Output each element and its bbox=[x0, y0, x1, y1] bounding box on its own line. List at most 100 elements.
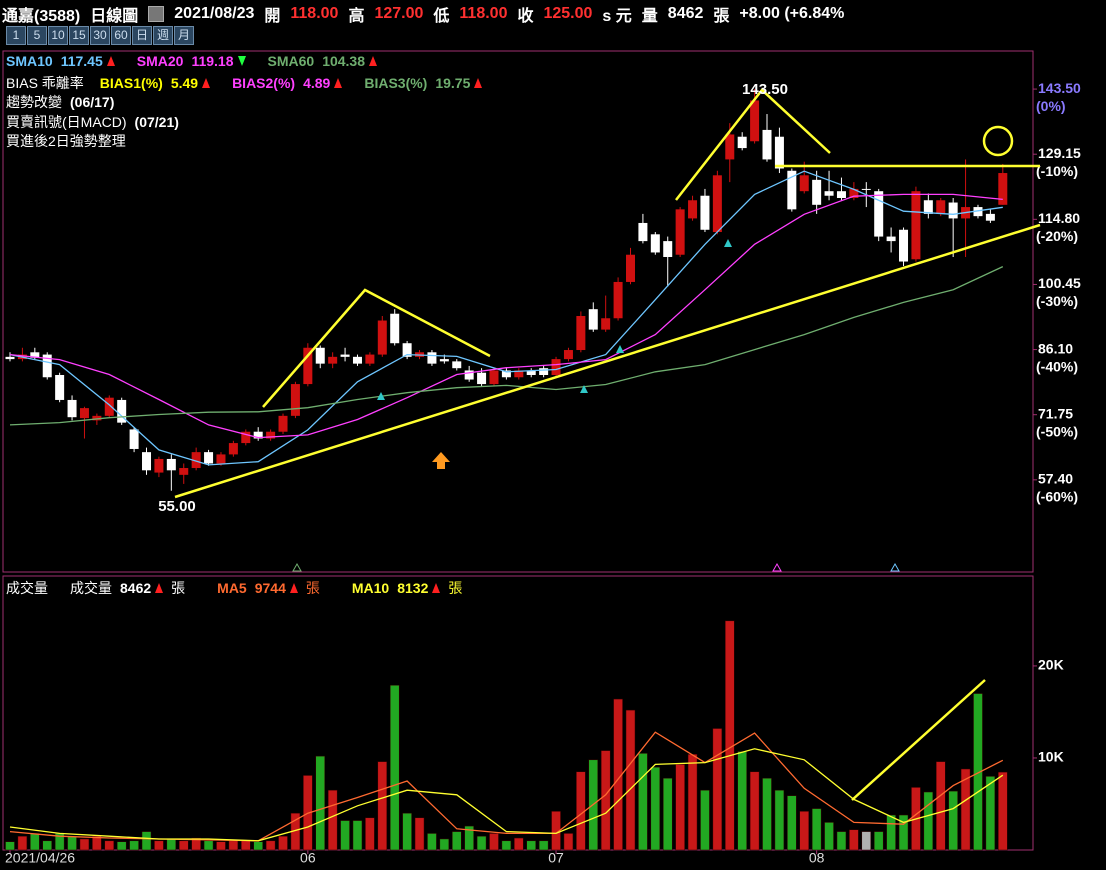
volume-bar bbox=[427, 833, 437, 851]
label: 開 bbox=[264, 8, 281, 25]
volume-bar bbox=[17, 835, 28, 851]
volume-bar bbox=[675, 764, 685, 851]
up-arrow bbox=[106, 56, 115, 66]
volume-bar bbox=[166, 838, 177, 851]
candle-body bbox=[241, 431, 251, 444]
candle-body bbox=[799, 175, 809, 192]
volume-bar bbox=[104, 840, 115, 851]
unit: 張 bbox=[713, 8, 730, 25]
up-arrow bbox=[289, 583, 298, 593]
candle-body bbox=[402, 343, 412, 357]
volume-bar bbox=[67, 835, 77, 851]
candle-body bbox=[390, 313, 400, 344]
candle-body bbox=[216, 454, 226, 464]
candle-body bbox=[663, 241, 673, 257]
value: 118.00 bbox=[290, 5, 339, 22]
bias-name: BIAS3(%) bbox=[364, 75, 428, 91]
candle-body bbox=[539, 368, 549, 375]
down-arrow bbox=[237, 56, 246, 66]
bias-value: 5.49 bbox=[170, 75, 199, 91]
volume-bar bbox=[985, 776, 996, 851]
header: 通嘉(3588) 日線圖 2021/08/23 開 118.00 高 127.00 … bbox=[2, 2, 844, 26]
unit: 張 bbox=[448, 580, 463, 596]
bottom-signals bbox=[292, 562, 900, 572]
note: 買進後2日強勢整理 bbox=[6, 132, 179, 152]
volume-bar bbox=[960, 768, 971, 851]
volume-bar bbox=[725, 620, 735, 851]
up-arrow bbox=[334, 78, 343, 88]
volume-bar bbox=[253, 841, 263, 851]
period-button[interactable]: 5 bbox=[27, 26, 47, 45]
dropdown[interactable] bbox=[148, 6, 165, 22]
ma-line bbox=[9, 731, 1004, 842]
volume-bar bbox=[389, 685, 400, 851]
period-button[interactable]: 日 bbox=[132, 26, 152, 45]
period-button[interactable]: 60 bbox=[111, 26, 131, 45]
ma-legend: SMA10 117.45 SMA20 119.18 SMA60 104.38 bbox=[6, 53, 378, 69]
volume-bar bbox=[191, 837, 201, 851]
period-button[interactable]: 月 bbox=[174, 26, 194, 45]
candle-body bbox=[601, 318, 611, 330]
note-text: (07/21) bbox=[134, 113, 179, 130]
price-panel bbox=[2, 50, 1034, 573]
volume-bar bbox=[402, 812, 412, 851]
volume-bar bbox=[203, 840, 214, 851]
candle-body bbox=[998, 173, 1008, 205]
value: 127.00 bbox=[374, 5, 424, 22]
candle-body bbox=[688, 200, 698, 219]
candle-body bbox=[489, 370, 499, 385]
candle-body bbox=[79, 408, 89, 419]
candle-body bbox=[824, 191, 834, 196]
y-tick-percent: (0%) bbox=[1036, 98, 1066, 114]
note-text: 趨勢改變 bbox=[6, 94, 62, 110]
volume-bar bbox=[923, 791, 934, 851]
volume-bar bbox=[452, 831, 462, 851]
candle-body bbox=[315, 347, 325, 364]
panel-title: 成交量 bbox=[6, 580, 48, 596]
volume-bar bbox=[737, 751, 747, 851]
note-text: 買進後2日強勢整理 bbox=[6, 133, 126, 149]
period-button[interactable]: 週 bbox=[153, 26, 173, 45]
volume-legend: 成交量 成交量 8462 張 MA5 9744 張 MA10 8132 張 bbox=[6, 578, 462, 598]
candle-body bbox=[30, 352, 40, 358]
x-tick-label: 2021/04/26 bbox=[5, 850, 75, 866]
label: 低 bbox=[433, 8, 450, 25]
volume-bar bbox=[787, 795, 797, 851]
volume-bar bbox=[886, 814, 896, 851]
volume-bar bbox=[861, 831, 872, 851]
period-button[interactable]: 30 bbox=[90, 26, 110, 45]
y-tick-label: 143.50 bbox=[1038, 80, 1081, 96]
volume-bar bbox=[241, 840, 251, 851]
period-button[interactable]: 10 bbox=[48, 26, 68, 45]
period-button[interactable]: 15 bbox=[69, 26, 89, 45]
note-text: (06/17) bbox=[70, 94, 115, 110]
candle-body bbox=[899, 229, 909, 262]
candle-body bbox=[328, 356, 338, 364]
candle-body bbox=[427, 352, 437, 364]
period-button[interactable]: 1 bbox=[6, 26, 26, 45]
candle-body bbox=[365, 354, 375, 364]
candle-body bbox=[725, 134, 735, 160]
volume-bar bbox=[526, 840, 536, 851]
candle-body bbox=[464, 370, 474, 380]
candle-body bbox=[452, 361, 462, 369]
candle-body bbox=[290, 384, 300, 416]
candle-body bbox=[278, 415, 288, 432]
candle-body bbox=[836, 191, 846, 198]
candle-body bbox=[985, 213, 995, 221]
volume-bar bbox=[712, 728, 723, 851]
candle-body bbox=[129, 429, 139, 449]
volume-bar bbox=[563, 833, 574, 851]
signal-marks bbox=[377, 239, 732, 400]
y-tick-percent: (-10%) bbox=[1036, 163, 1078, 179]
candle-body bbox=[501, 370, 511, 378]
x-tick-label: 07 bbox=[548, 850, 564, 866]
note-text: 買賣訊號(日MACD) bbox=[6, 113, 127, 130]
up-arrow bbox=[369, 56, 378, 66]
candle-body bbox=[551, 359, 561, 375]
candle-body bbox=[712, 175, 722, 233]
y-tick-label: 57.40 bbox=[1038, 471, 1073, 487]
value: 118.00 bbox=[459, 5, 508, 22]
label: 高 bbox=[348, 8, 365, 25]
x-tick-label: 08 bbox=[809, 850, 825, 866]
